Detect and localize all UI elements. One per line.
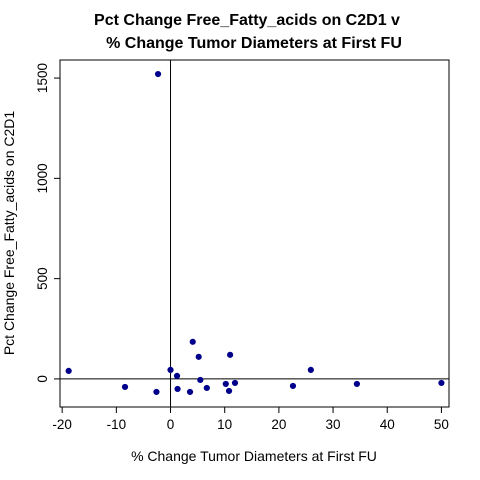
data-point [167, 366, 174, 373]
data-point [195, 353, 202, 360]
plot-frame [59, 59, 450, 408]
chart-title: Pct Change Free_Fatty_acids on C2D1 v [94, 12, 400, 29]
chart-subtitle: % Change Tumor Diameters at First FU [106, 35, 402, 52]
data-point [189, 338, 196, 345]
data-point [353, 380, 360, 388]
y-axis: 0 500 1000 1500 [35, 63, 60, 383]
x-tick-label: 20 [271, 417, 286, 432]
data-point [153, 388, 160, 396]
reference-lines [60, 60, 449, 407]
y-axis-label: Pct Change Free_Fatty_acids on C2D1 [1, 111, 17, 356]
x-axis-label: % Change Tumor Diameters at First FU [131, 448, 377, 464]
y-tick-label: 0 [35, 375, 50, 383]
x-tick-label: 40 [380, 417, 395, 432]
data-point [203, 384, 210, 392]
data-point [121, 383, 129, 391]
data-point [307, 366, 314, 373]
y-tick-label: 1000 [35, 163, 50, 193]
data-point [225, 387, 233, 395]
data-point [197, 376, 204, 384]
x-tick-label: -20 [52, 417, 72, 432]
x-tick-label: -10 [107, 417, 127, 432]
x-tick-label: 0 [167, 417, 175, 432]
x-tick-label: 30 [326, 417, 341, 432]
data-point [222, 380, 229, 388]
y-tick-label: 500 [35, 267, 50, 290]
y-tick-label: 1500 [35, 63, 50, 93]
data-point [438, 379, 445, 387]
data-points [65, 70, 445, 396]
x-axis: -20 -10 0 10 20 30 40 50 [52, 407, 449, 432]
data-point [231, 379, 239, 387]
data-point [65, 367, 72, 374]
data-point [289, 382, 297, 390]
data-point [227, 351, 234, 358]
data-point [174, 385, 181, 393]
data-point [173, 372, 181, 380]
data-point [154, 70, 162, 78]
x-tick-label: 50 [434, 417, 449, 432]
x-tick-label: 10 [217, 417, 232, 432]
data-point [186, 388, 194, 396]
